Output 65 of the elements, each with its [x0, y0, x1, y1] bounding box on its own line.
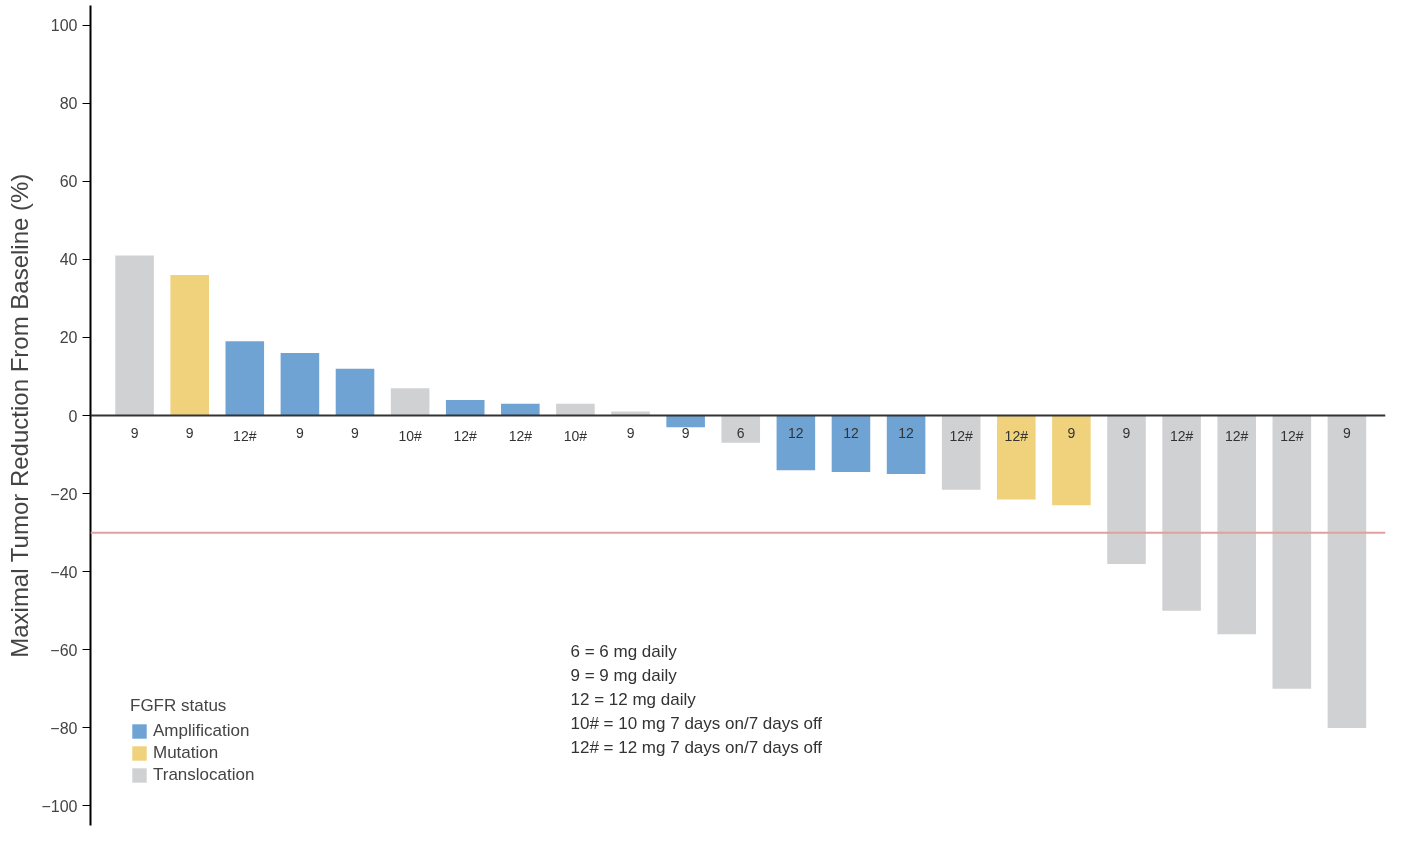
bar [941, 415, 981, 490]
annotation: 9 = 9 mg daily [570, 665, 678, 685]
bar [1217, 415, 1256, 635]
x-tick-label: 12# [949, 427, 974, 444]
bar [1107, 415, 1146, 564]
bar [501, 403, 540, 416]
x-tick-label: 9 [185, 424, 194, 441]
y-axis-title: Maximal Tumor Reduction From Baseline (%) [6, 173, 34, 658]
y-tick-label: 0 [68, 407, 78, 425]
bar [115, 255, 154, 416]
legend-label: Mutation [153, 743, 219, 763]
x-tick-label: 9 [626, 424, 635, 441]
bar [997, 415, 1036, 500]
legend-label: Amplification [153, 721, 250, 741]
x-tick-label: 6 [736, 424, 745, 441]
x-tick-label: 12# [453, 427, 478, 444]
y-tick-label: −80 [50, 719, 78, 737]
x-tick-label: 12 [898, 424, 915, 441]
bar [170, 274, 209, 416]
annotation: 12 = 12 mg daily [570, 689, 697, 709]
x-tick-label: 12# [1225, 427, 1249, 444]
x-tick-label: 9 [1122, 424, 1131, 441]
bar [335, 368, 375, 416]
bar [556, 403, 595, 416]
y-tick-label: −100 [41, 797, 78, 815]
bar [721, 415, 761, 443]
y-tick-label: 20 [59, 329, 78, 347]
annotation: 10# = 10 mg 7 days on/7 days off [570, 713, 823, 733]
annotation: 6 = 6 mg daily [570, 641, 678, 661]
x-tick-label: 12 [843, 424, 859, 441]
y-tick-label: −60 [50, 641, 78, 659]
bar [831, 415, 871, 473]
bar [1272, 415, 1312, 689]
bar [776, 415, 816, 471]
annotation: 12# = 12 mg 7 days on/7 days off [570, 737, 823, 757]
x-tick-label: 9 [1067, 424, 1076, 441]
bar [1327, 415, 1367, 728]
bar [1162, 415, 1201, 611]
bar [445, 399, 485, 416]
x-tick-label: 12# [1280, 427, 1304, 444]
bar [225, 341, 265, 416]
x-tick-label: 9 [1343, 424, 1352, 441]
legend-title: FGFR status [130, 696, 228, 716]
y-tick-label: 40 [59, 251, 78, 269]
x-tick-label: 12# [233, 427, 257, 444]
x-tick-label: 9 [296, 424, 305, 441]
bar [1052, 415, 1091, 506]
x-tick-label: 9 [681, 424, 690, 441]
y-tick-label: −40 [50, 563, 78, 581]
x-tick-label: 10# [398, 427, 423, 444]
x-tick-label: 9 [130, 424, 139, 441]
x-tick-label: 10# [563, 427, 588, 444]
legend-label: Translocation [153, 765, 255, 785]
x-tick-label: 12# [508, 427, 533, 444]
bar [280, 353, 320, 416]
x-tick-label: 12 [788, 424, 804, 441]
bar [390, 388, 430, 416]
x-tick-label: 12# [1004, 427, 1029, 444]
y-tick-label: −20 [50, 485, 78, 503]
y-tick-label: 80 [59, 95, 78, 113]
x-tick-label: 12# [1169, 427, 1194, 444]
y-tick-label: 100 [50, 17, 78, 35]
y-tick-label: 60 [59, 173, 78, 191]
bar [886, 415, 926, 475]
x-tick-label: 9 [351, 424, 360, 441]
